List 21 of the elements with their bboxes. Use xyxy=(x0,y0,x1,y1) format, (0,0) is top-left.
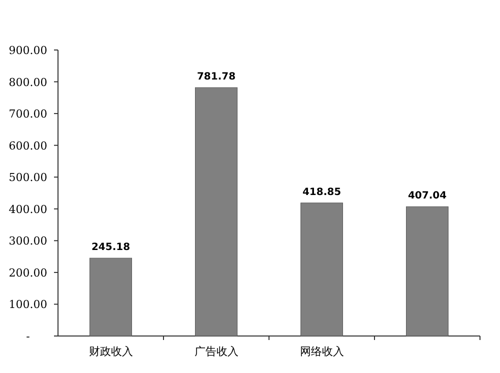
y-tick-label: 900.00 xyxy=(8,44,48,57)
x-tick-label: 财政收入 xyxy=(88,345,133,358)
y-tick-label: - xyxy=(26,330,30,343)
bar xyxy=(300,202,343,336)
data-label: 245.18 xyxy=(91,242,130,254)
bar xyxy=(90,258,132,336)
y-tick-label: 300.00 xyxy=(8,234,48,248)
bar xyxy=(406,206,448,336)
y-tick-label: 400.00 xyxy=(8,202,48,216)
y-tick-label: 200.00 xyxy=(8,266,48,280)
data-label: 407.04 xyxy=(408,190,447,202)
x-tick-label: 广告收入 xyxy=(194,345,238,358)
y-tick-label: 800.00 xyxy=(8,76,48,89)
y-tick-label: 100.00 xyxy=(8,298,48,312)
x-tick-label: 网络收入 xyxy=(300,345,344,358)
bar xyxy=(195,87,238,336)
data-label: 418.85 xyxy=(302,186,342,198)
y-tick-label: 500.00 xyxy=(8,171,48,184)
data-label: 781.78 xyxy=(196,72,236,83)
y-tick-label: 600.00 xyxy=(8,139,48,152)
y-tick-label: 700.00 xyxy=(8,108,48,121)
